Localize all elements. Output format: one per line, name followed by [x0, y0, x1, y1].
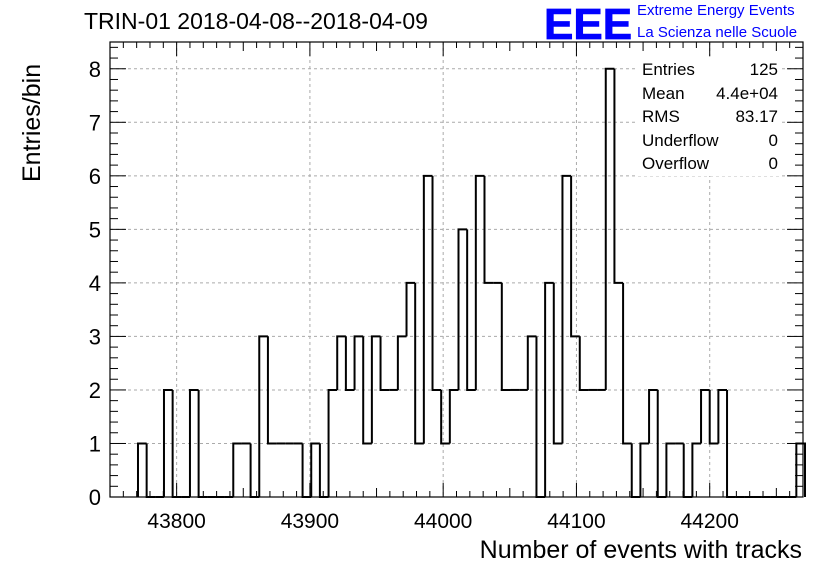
histogram-bin [691, 442, 702, 497]
y-tick-label: 7 [89, 110, 101, 135]
histogram-bin [630, 443, 641, 498]
histogram-bin [578, 336, 589, 391]
histogram-bin [440, 389, 450, 445]
histogram-bin [370, 335, 381, 444]
histogram-bin [613, 68, 624, 284]
histogram-bin [336, 335, 346, 390]
histogram-bin [535, 336, 546, 498]
rms-label: RMS [642, 107, 680, 126]
histogram-bin [405, 281, 416, 337]
histogram-bin [622, 282, 632, 445]
histogram-bin [310, 442, 320, 497]
eee-logo-letters: EEE [544, 2, 632, 44]
histogram-bin [344, 336, 355, 391]
entries-label: Entries [642, 60, 695, 79]
histogram-bin [396, 335, 407, 390]
x-tick-label: 44100 [547, 510, 605, 533]
histogram-bin [162, 388, 173, 497]
histogram-bin [145, 443, 156, 498]
histogram-bin [448, 388, 459, 444]
stats-row-entries: Entries 125 [637, 58, 781, 82]
y-tick-label: 3 [89, 324, 101, 349]
histogram-bin [682, 443, 693, 498]
x-tick-label: 43800 [147, 510, 205, 533]
histogram-bin [570, 175, 580, 338]
histogram-bin [249, 443, 260, 498]
histogram-bin [353, 335, 364, 390]
histogram-bin [544, 281, 554, 497]
histogram-bin [457, 228, 468, 390]
histogram-bin [327, 388, 338, 497]
overflow-value: 0 [768, 154, 778, 173]
histogram-bin [500, 282, 511, 391]
histogram-bin [526, 335, 537, 390]
histogram-bin [232, 442, 242, 497]
underflow-value: 0 [768, 130, 778, 150]
histogram-bin [483, 175, 494, 284]
histogram-bin [414, 282, 424, 445]
histogram-bin [379, 336, 390, 391]
y-tick-label: 5 [89, 217, 101, 242]
histogram-bin [466, 229, 476, 391]
x-tick-label: 44000 [414, 510, 472, 533]
histogram-bin [604, 67, 615, 390]
histogram-bin [552, 282, 563, 445]
stats-row-overflow: Overflow 0 [637, 152, 781, 176]
histogram-bin [258, 335, 268, 497]
y-axis-label: Entries/bin [18, 63, 46, 182]
histogram-bin [362, 336, 372, 445]
stats-row-underflow: Underflow 0 [637, 129, 781, 153]
x-tick-label: 43900 [281, 510, 339, 533]
histogram-bin [474, 174, 485, 390]
histogram-bin [717, 388, 728, 444]
histogram-bin [648, 388, 658, 444]
y-tick-label: 8 [89, 57, 101, 82]
stats-row-rms: RMS 83.17 [637, 105, 781, 129]
histogram-bin [700, 388, 710, 444]
mean-value: 4.4e+04 [716, 83, 778, 103]
histogram-bin [561, 174, 572, 444]
rms-value: 83.17 [735, 107, 778, 126]
stats-box: Entries 125 Mean 4.4e+04 RMS 83.17 Underflo… [637, 58, 781, 176]
eee-logo: EEE [544, 2, 632, 44]
x-tick-label: 44200 [681, 510, 739, 533]
y-tick-label: 1 [89, 431, 101, 456]
overflow-label: Overflow [642, 154, 710, 173]
histogram-bin [795, 442, 806, 497]
logo-line-2: La Scienza nelle Scuole [637, 24, 798, 41]
entries-value: 125 [749, 60, 778, 79]
y-tick-label: 0 [89, 485, 101, 510]
histogram-bin [136, 442, 147, 497]
x-axis-label: Number of events with tracks [479, 536, 802, 564]
histogram-bin [665, 442, 676, 497]
mean-label: Mean [642, 83, 685, 103]
histogram-bin [431, 175, 442, 391]
histogram-bin [266, 336, 277, 445]
chart-title: TRIN-01 2018-04-08--2018-04-09 [84, 8, 428, 34]
underflow-label: Underflow [642, 130, 719, 150]
histogram-bin [639, 442, 650, 497]
histogram-bin [422, 174, 433, 444]
histogram-bin [188, 388, 199, 497]
histogram-bin [318, 443, 329, 498]
histogram-bin [708, 389, 719, 445]
stats-row-mean: Mean 4.4e+04 [637, 82, 781, 106]
logo-line-1: Extreme Energy Events [637, 2, 795, 19]
y-tick-label: 6 [89, 164, 101, 189]
y-tick-label: 4 [89, 271, 101, 296]
y-tick-label: 2 [89, 378, 101, 403]
